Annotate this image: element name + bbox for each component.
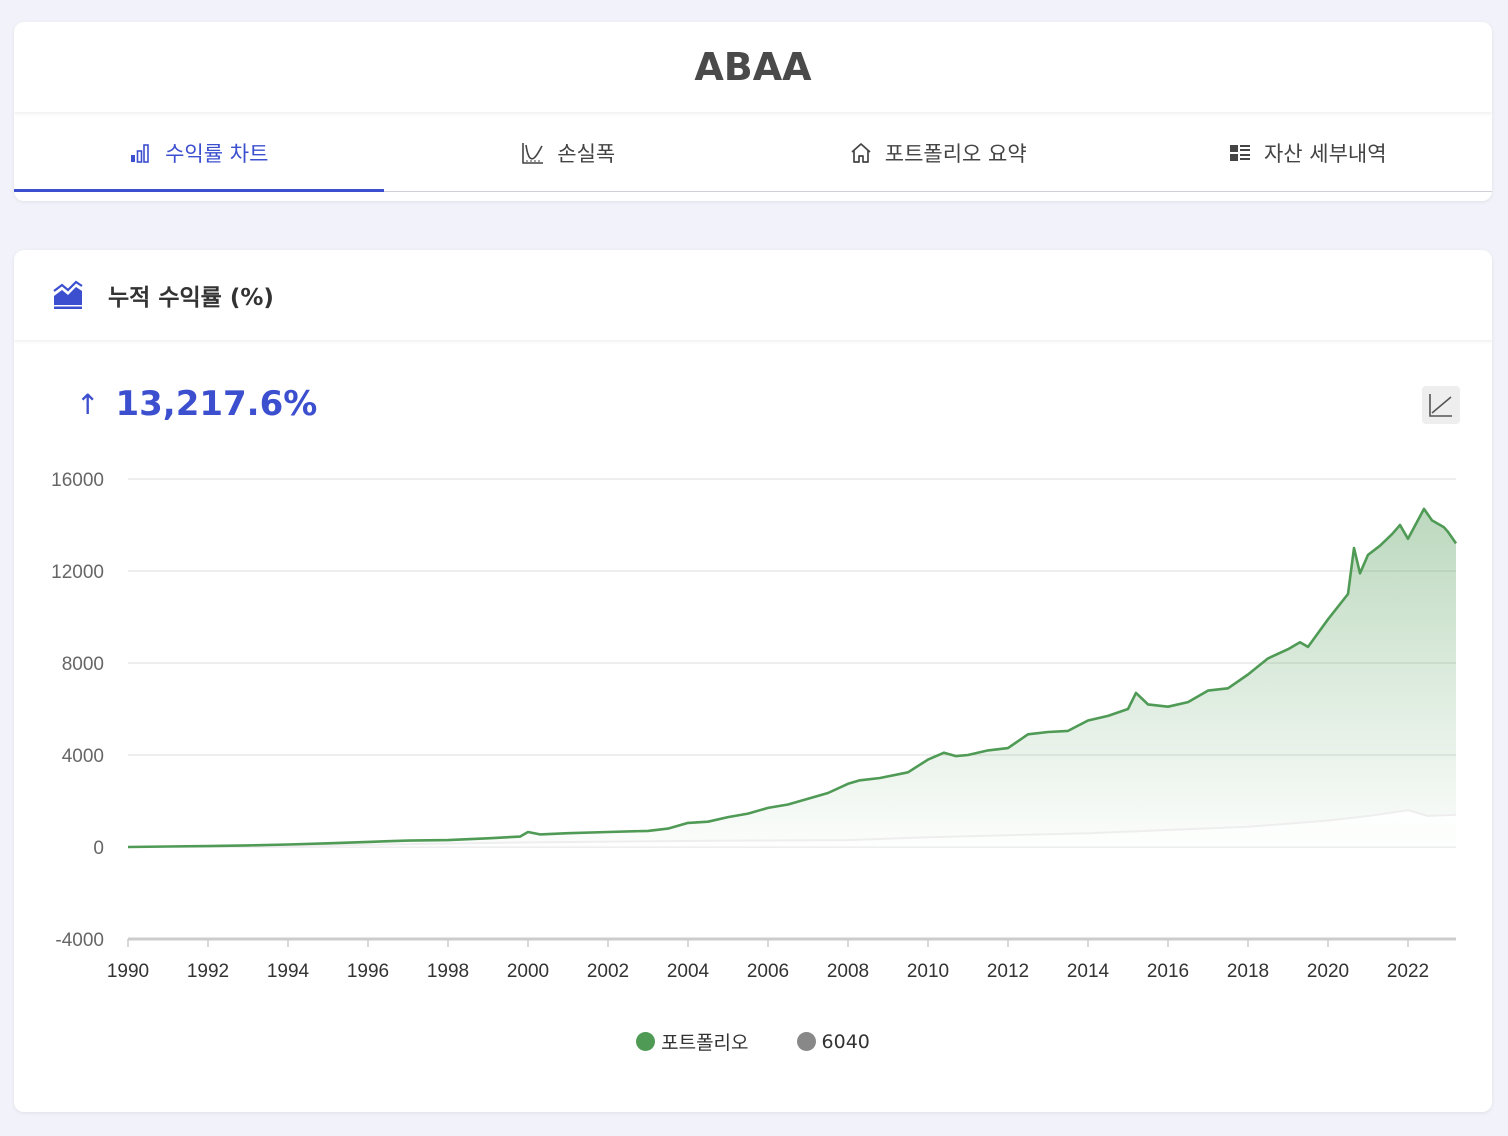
home-icon <box>851 142 871 163</box>
tab-label: 수익률 차트 <box>165 141 269 166</box>
legend-swatch <box>796 1032 816 1051</box>
x-tick-label: 2002 <box>587 961 629 982</box>
y-tick-label: 8000 <box>62 654 104 675</box>
card-title: 누적 수익률 (%) <box>108 285 274 311</box>
card-header: 누적 수익률 (%) <box>14 250 1492 340</box>
tab-asset-details[interactable]: 자산 세부내역 <box>1123 114 1493 191</box>
page-title: ABAA <box>14 22 1492 112</box>
x-tick-label: 2014 <box>1067 961 1110 982</box>
portfolio-area <box>128 508 1456 847</box>
legend-item-portfolio[interactable]: 포트폴리오 <box>636 1028 749 1055</box>
x-tick-label: 2020 <box>1307 961 1349 982</box>
y-tick-label: -4000 <box>55 930 104 951</box>
up-arrow-icon: ↑ <box>76 387 100 421</box>
bar-chart-icon <box>131 143 149 163</box>
x-tick-label: 2008 <box>827 961 869 982</box>
legend-label: 포트폴리오 <box>661 1032 749 1054</box>
total-return-value: 13,217.6% <box>115 384 318 424</box>
series-line-portfolio <box>127 507 1458 849</box>
y-tick-label: 4000 <box>62 746 104 767</box>
x-tick-label: 2006 <box>747 961 789 982</box>
y-tick-label: 12000 <box>51 562 104 583</box>
list-icon <box>1229 144 1250 161</box>
x-tick-label: 1996 <box>347 961 389 982</box>
x-tick-label: 2022 <box>1387 961 1429 982</box>
x-tick-label: 1998 <box>427 961 469 982</box>
legend-swatch <box>636 1032 656 1051</box>
benchmark-area <box>128 810 1456 847</box>
x-tick-label: 2018 <box>1227 961 1269 982</box>
x-tick-label: 2000 <box>507 961 549 982</box>
drawdown-icon <box>522 142 544 164</box>
area-chart-icon <box>53 280 83 309</box>
legend-label: 6040 <box>821 1030 870 1053</box>
tab-return-chart[interactable]: 수익률 차트 <box>14 114 384 192</box>
tab-drawdown[interactable]: 손실폭 <box>384 114 754 191</box>
tab-portfolio-summary[interactable]: 포트폴리오 요약 <box>753 114 1123 191</box>
cumulative-return-card: 누적 수익률 (%) 16000 12000 8000 4000 0 -4000 1990 1… <box>14 250 1492 1112</box>
x-tick-label: 1990 <box>107 961 149 982</box>
header-card: ABAA 수익률 차트 손실폭 포트폴리오 요약 <box>14 22 1492 201</box>
x-tick-label: 2012 <box>987 961 1029 982</box>
x-tick-label: 1994 <box>267 961 310 982</box>
x-tick-label: 2016 <box>1147 961 1189 982</box>
tab-label: 손실폭 <box>557 141 616 166</box>
y-tick-label: 0 <box>93 838 104 859</box>
y-tick-label: 16000 <box>51 470 104 491</box>
return-summary: ↑ 13,217.6% <box>76 384 317 424</box>
series-line-6040 <box>127 809 1457 848</box>
chart-legend: 포트폴리오 6040 <box>14 1028 1492 1055</box>
legend-item-6040[interactable]: 6040 <box>796 1028 870 1055</box>
tab-bar: 수익률 차트 손실폭 포트폴리오 요약 <box>14 114 1492 192</box>
x-tick-label: 1992 <box>187 961 229 982</box>
tab-label: 포트폴리오 요약 <box>884 141 1027 166</box>
x-tick-label: 2004 <box>667 961 710 982</box>
tab-label: 자산 세부내역 <box>1263 141 1387 166</box>
log-scale-icon <box>1429 394 1452 417</box>
x-tick-label: 2010 <box>907 961 949 982</box>
log-scale-toggle-button[interactable] <box>1422 386 1460 424</box>
